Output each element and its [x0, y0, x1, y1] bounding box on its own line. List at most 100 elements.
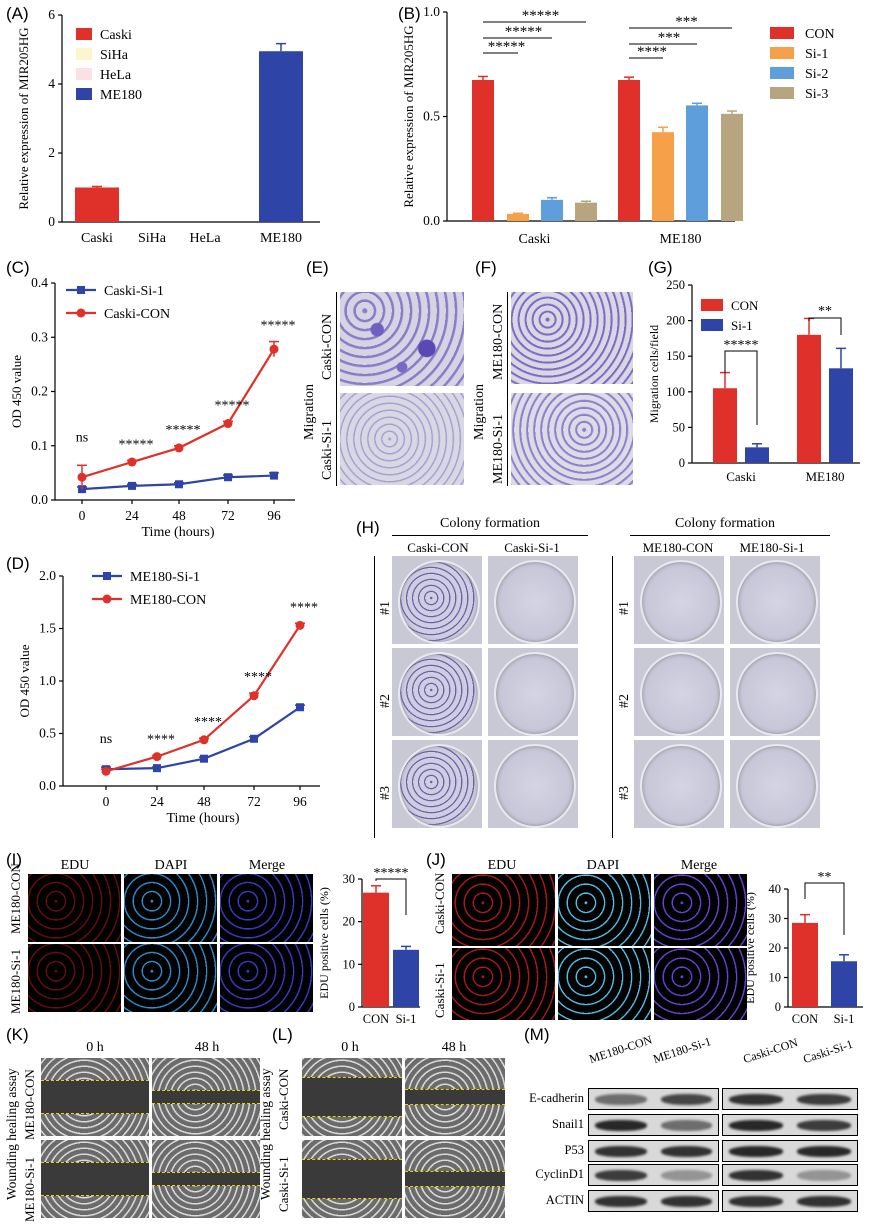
y-tick-label: 0: [679, 456, 685, 470]
chart-b: 0.0 0.5 1.0 Relative expression of MIR205HG…: [401, 4, 835, 247]
legend-label: ME180: [100, 88, 142, 103]
bar-caski-con: [472, 80, 494, 221]
fluorescence-image: [220, 944, 313, 1012]
colony-well: [494, 560, 576, 644]
colony-well: [640, 652, 722, 736]
panel-label-j: (J): [426, 850, 446, 869]
blot-strip: [722, 1088, 858, 1110]
colony-well: [640, 560, 722, 644]
blot-band: [660, 1120, 712, 1131]
sig-label: *****: [166, 423, 201, 438]
blot-column-label: Caski-Si-1: [801, 1036, 855, 1067]
legend-swatch: [770, 27, 794, 39]
row-label-me180-con: ME180-CON: [491, 303, 506, 380]
chart-d: 0.0 0.5 1.0 1.5 2.0 OD 450 value 0 24 48 72 96 Time…: [17, 568, 320, 826]
legend-label: ME180-CON: [130, 593, 206, 608]
blot-band: [729, 1094, 783, 1105]
blot-column-label: ME180-Si-1: [651, 1034, 713, 1067]
sig-label: ****: [290, 600, 318, 615]
bar-me180: [259, 51, 303, 222]
colony-well: [398, 560, 480, 644]
y-tick-label: 1.0: [39, 673, 56, 688]
colony-row-1-right: #1: [617, 601, 632, 615]
x-tick-label: 72: [247, 794, 261, 809]
legend-label: Si-3: [805, 87, 828, 102]
legend-label: CON: [731, 298, 759, 313]
sig-label: *****: [119, 437, 154, 452]
panel-label-l: (L): [272, 1025, 293, 1044]
legend-marker: [76, 308, 86, 318]
blot-band: [797, 1170, 851, 1181]
blot-band: [797, 1094, 851, 1105]
fluorescence-image: [558, 948, 651, 1020]
colony-well: [398, 744, 480, 828]
data-point: [224, 473, 232, 482]
legend-label: Si-2: [805, 67, 828, 82]
bar-me180-si-2: [686, 105, 708, 221]
wound-image: [152, 1058, 260, 1136]
x-tick-label: 0: [79, 508, 86, 523]
sig-stars: **: [818, 304, 832, 319]
wound-edge-lines: [152, 1090, 260, 1104]
blot-band: [595, 1196, 647, 1207]
fluorescence-image: [28, 944, 121, 1012]
divider-e: [336, 292, 337, 486]
colony-plate: [488, 648, 578, 736]
wound-image: [41, 1140, 149, 1218]
sig-stars: *****: [505, 24, 543, 40]
colony-title-line-left: [392, 535, 588, 536]
y-tick-label: 40: [769, 882, 782, 896]
wound-side-label-k: Wounding healing assay: [4, 1068, 19, 1200]
wound-edge-lines: [302, 1077, 402, 1117]
sig-stars: *****: [522, 8, 560, 24]
legend-label: Caski-Si-1: [104, 284, 164, 299]
x-tick-label: Caski: [81, 231, 113, 246]
bar-me180-con: [618, 80, 640, 221]
blot-strip: [722, 1164, 858, 1186]
dapi-col-i: DAPI: [154, 858, 188, 873]
colony-divider-right: [612, 556, 613, 838]
bar-caski-si-3: [575, 202, 597, 221]
blot-band: [729, 1120, 783, 1131]
fluorescence-image: [124, 874, 217, 942]
migration-side-label-e: Migration: [302, 384, 317, 440]
colony-title-left: Colony formation: [440, 516, 540, 531]
x-tick-label: Caski: [519, 232, 551, 247]
panel-label-d: (D): [6, 554, 30, 573]
y-tick-label: 250: [666, 278, 685, 292]
bar-caski-con: [713, 388, 737, 463]
row-label-i-me180-si1: ME180-Si-1: [8, 949, 23, 1014]
blot-column-label: Caski-CON: [741, 1035, 800, 1067]
colony-row-2-right: #2: [617, 694, 632, 708]
chart-g: 0 50 100 150 200 250 Migration cells/field Cask…: [647, 278, 860, 484]
blot-row-label: P53: [564, 1143, 584, 1157]
sig-bracket: [375, 878, 407, 915]
y-tick-label: 0: [48, 214, 55, 229]
colony-plate: [392, 556, 482, 644]
wound-col-0h-l: 0 h: [341, 1040, 359, 1055]
wound-edge-lines: [405, 1089, 505, 1105]
x-tick-label: ME180: [260, 231, 302, 246]
fluorescence-image: [28, 874, 121, 942]
y-tick-label: 0.0: [39, 778, 56, 793]
legend-label: CON: [805, 27, 835, 42]
colony-well: [640, 744, 722, 828]
fluorescence-image: [654, 948, 747, 1020]
blot-strip: [588, 1140, 719, 1162]
bar-me180-con: [797, 334, 821, 463]
x-tick-label: 96: [293, 794, 307, 809]
panel-label-f: (F): [475, 258, 497, 277]
y-tick-label: 0.1: [31, 438, 48, 453]
data-point: [250, 734, 258, 743]
sig-bracket: [808, 317, 842, 335]
colony-row-3-right: #3: [617, 786, 632, 800]
sig-stars: *****: [724, 338, 759, 353]
y-tick-label: 10: [769, 971, 782, 985]
x-tick-label: 72: [221, 508, 235, 523]
wound-edge-lines: [405, 1171, 505, 1187]
panel-label-e: (E): [306, 258, 329, 277]
legend-marker: [102, 594, 112, 604]
colony-title-line-right: [630, 535, 830, 536]
wound-image: [152, 1140, 260, 1218]
x-tick-label: 0: [103, 794, 110, 809]
